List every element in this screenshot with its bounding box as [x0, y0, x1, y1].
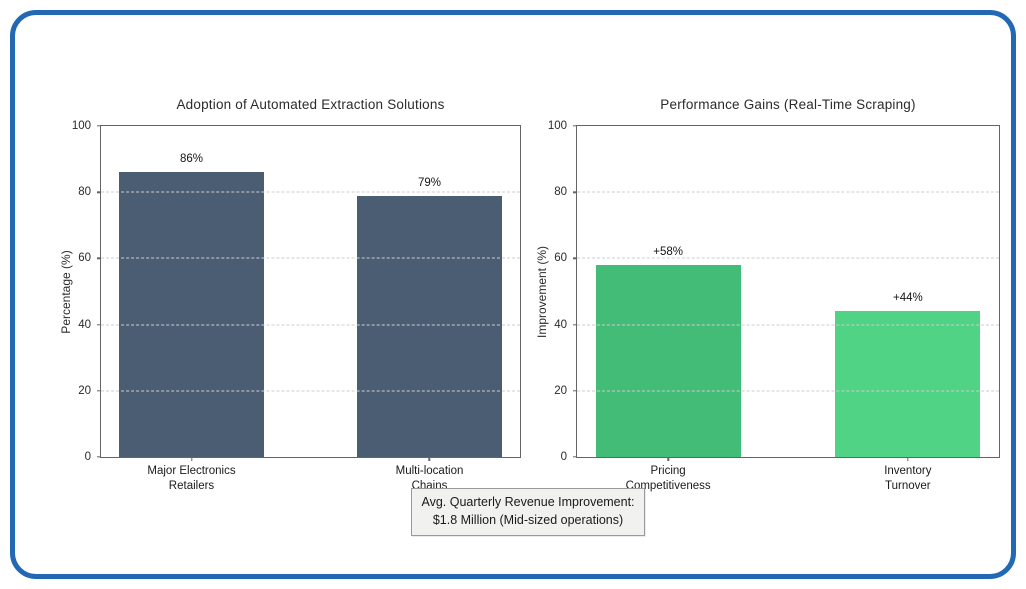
bar [357, 195, 502, 457]
y-tick-label: 40 [78, 318, 91, 331]
y-tick [97, 191, 101, 193]
y-tick-label: 80 [554, 186, 567, 199]
y-tick-label: 100 [71, 120, 91, 132]
x-tick-label: Pricing Competitiveness [625, 465, 711, 492]
grid-line [101, 324, 520, 326]
y-axis-label: Percentage (%) [59, 249, 73, 334]
grid-line [101, 390, 520, 392]
y-tick-label: 80 [78, 186, 91, 199]
figure-frame: Adoption of Automated Extraction Solutio… [10, 10, 1016, 579]
x-tick [667, 457, 669, 461]
y-tick [97, 257, 101, 260]
y-tick-label: 20 [554, 384, 567, 397]
grid-line [101, 257, 520, 259]
y-tick-label: 60 [78, 252, 91, 265]
y-tick [97, 125, 101, 127]
grid-line [577, 390, 999, 392]
y-tick [573, 125, 577, 127]
y-tick [573, 390, 577, 392]
y-tick-label: 60 [554, 252, 567, 265]
bar-value-label: 79% [417, 176, 441, 189]
x-tick-label: Inventory Turnover [884, 465, 932, 492]
grid-line [577, 324, 999, 326]
y-tick [97, 323, 101, 326]
bar-value-label: +44% [892, 292, 923, 305]
grid-line [577, 257, 999, 259]
x-tick [190, 457, 193, 461]
y-tick-label: 0 [84, 451, 91, 463]
y-tick [573, 257, 577, 260]
y-tick [97, 390, 101, 392]
y-tick [573, 191, 577, 193]
bar [119, 172, 264, 457]
x-tick [428, 457, 431, 461]
x-tick [907, 457, 909, 461]
y-tick-label: 0 [560, 451, 567, 463]
grid-line [101, 191, 520, 193]
bar [595, 265, 741, 457]
y-tick [97, 456, 101, 458]
x-tick-label: Major Electronics Retailers [147, 465, 236, 492]
chart-adoption-plot: Adoption of Automated Extraction Solutio… [59, 97, 521, 492]
y-tick-label: 100 [547, 120, 567, 132]
bar-value-label: 86% [179, 153, 204, 166]
chart-title: Adoption of Automated Extraction Solutio… [176, 97, 445, 112]
annotation-box: Avg. Quarterly Revenue Improvement: $1.8… [411, 488, 645, 536]
chart-performance-plot: Performance Gains (Real-Time Scraping) I… [535, 97, 1000, 492]
y-tick [573, 456, 577, 458]
chart-title: Performance Gains (Real-Time Scraping) [660, 97, 916, 112]
grid-line [577, 191, 999, 193]
y-tick [573, 323, 577, 326]
y-tick-label: 40 [554, 318, 567, 331]
bar [835, 311, 981, 457]
y-tick-label: 20 [78, 384, 91, 397]
y-axis-label: Improvement (%) [535, 245, 549, 338]
bar-value-label: +58% [653, 246, 684, 259]
